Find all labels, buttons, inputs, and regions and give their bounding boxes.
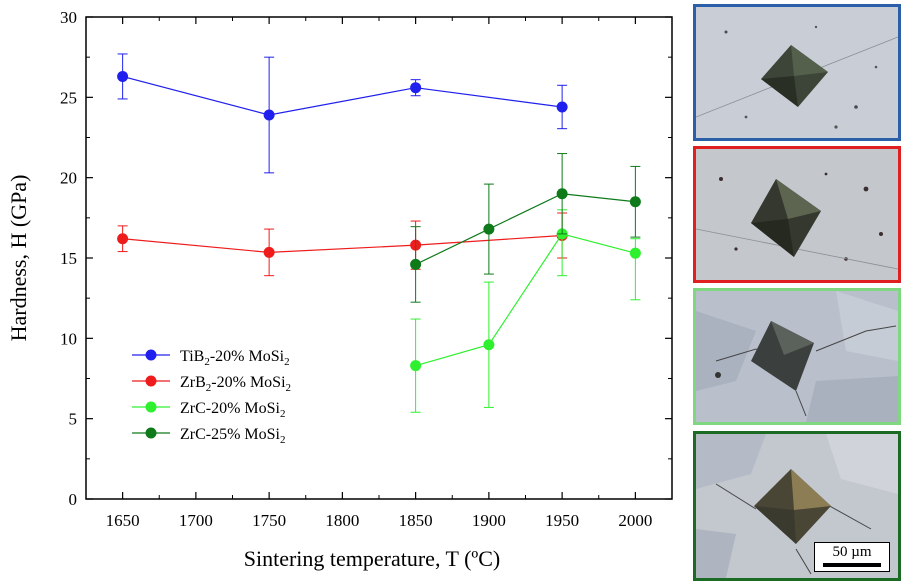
legend-marker (145, 401, 157, 413)
legend-text: ZrC-20% MoSi (180, 400, 281, 417)
data-point (556, 188, 568, 200)
y-tick-label: 10 (60, 329, 77, 348)
data-point (483, 223, 495, 235)
legend-subscript: 2 (204, 356, 210, 368)
plot-frame (85, 16, 673, 500)
legend-text: ZrB (180, 374, 206, 391)
legend-label: ZrC-20% MoSi2 (180, 400, 286, 420)
data-point (117, 70, 129, 82)
x-tick-label: 1650 (106, 511, 140, 530)
legend-text: -20% MoSi (211, 374, 286, 391)
legend-text: TiB (180, 348, 204, 365)
series-line (122, 75, 563, 116)
y-tick-label: 15 (60, 249, 77, 268)
indentation-image (696, 7, 898, 138)
hardness-chart: 1650 1700 1750 1800 1850 1900 1950 2000 0 5 10 15 20… (6, 8, 673, 571)
x-axis-title: Sintering temperature, T (ºC) (244, 546, 501, 571)
indentation-image (696, 434, 898, 578)
data-point (629, 196, 641, 208)
series-line (415, 233, 636, 367)
legend-marker (145, 349, 157, 361)
indentation-image (696, 149, 898, 280)
x-tick-label: 1900 (472, 511, 506, 530)
legend-subscript: 2 (206, 382, 212, 394)
data-point (410, 82, 422, 94)
x-tick-label: 1850 (399, 511, 433, 530)
scale-bar-label: 50 µm (814, 542, 890, 572)
legend-subscript: 2 (280, 408, 286, 420)
legend-subscript: 2 (280, 434, 286, 446)
y-tick-label: 20 (60, 169, 77, 188)
legend-subscript: 2 (284, 356, 290, 368)
data-point (556, 101, 568, 113)
data-point (263, 109, 275, 121)
indentation-image (696, 291, 898, 422)
x-tick-label: 1700 (179, 511, 213, 530)
y-tick-label: 30 (60, 8, 77, 27)
scale-bar (823, 563, 881, 567)
micrograph-zrc-20 (693, 288, 901, 425)
legend-label: ZrC-25% MoSi2 (180, 426, 286, 446)
micrograph-tib2 (693, 4, 901, 141)
legend-marker (145, 375, 157, 387)
data-point (483, 339, 495, 351)
y-tick-label: 0 (69, 490, 78, 509)
data-point (410, 360, 422, 372)
legend-label: TiB2-20% MoSi2 (180, 348, 290, 368)
y-tick-label: 5 (69, 410, 78, 429)
legend-marker (145, 427, 157, 439)
data-point (117, 233, 129, 245)
x-tick-label: 1950 (545, 511, 579, 530)
legend-text: ZrC-25% MoSi (180, 426, 281, 443)
x-tick-label: 2000 (618, 511, 652, 530)
y-tick-label: 25 (60, 88, 77, 107)
legend-subscript: 2 (286, 382, 292, 394)
x-tick-label: 1800 (325, 511, 359, 530)
y-axis-title: Hardness, H (GPa) (6, 175, 31, 342)
micrograph-zrb2 (693, 146, 901, 283)
x-tick-label: 1750 (252, 511, 286, 530)
series-line (415, 193, 636, 265)
series-line (122, 234, 563, 253)
legend-label: ZrB2-20% MoSi2 (180, 374, 291, 394)
data-point (263, 246, 275, 258)
data-point (410, 258, 422, 270)
micrograph-zrc-25: 50 µm (693, 431, 901, 581)
legend-text: -20% MoSi (210, 348, 285, 365)
data-point (629, 247, 641, 259)
